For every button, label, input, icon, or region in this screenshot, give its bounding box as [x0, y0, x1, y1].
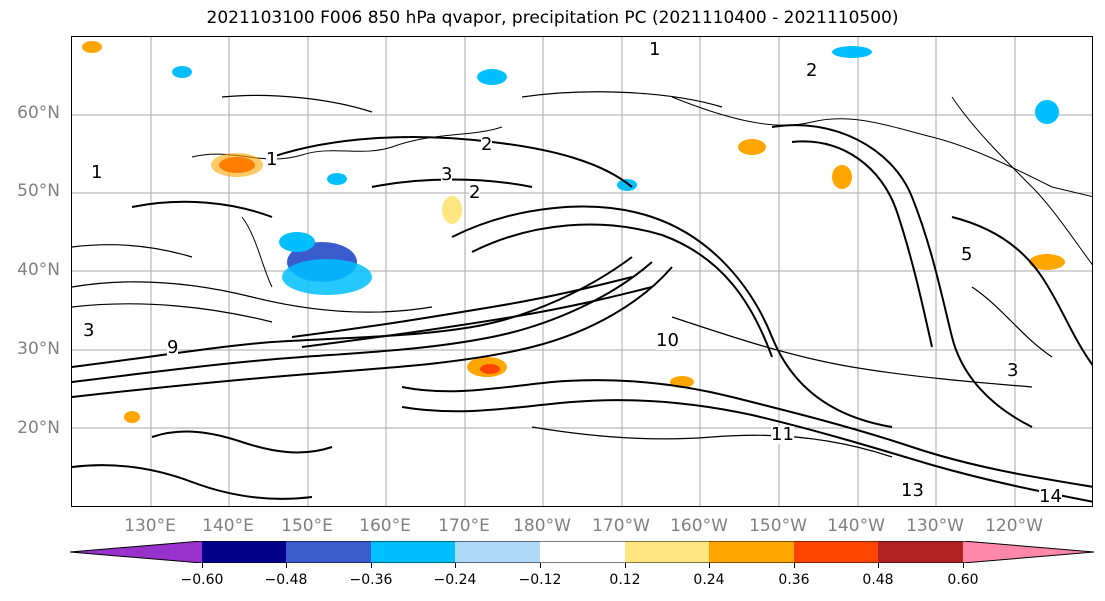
map-title: 2021103100 F006 850 hPa qvapor, precipit… [206, 8, 899, 28]
lon-label: 170°W [592, 516, 650, 536]
map-panel [71, 36, 1093, 507]
colorbar-tick-mark [286, 563, 287, 568]
colorbar-segment [709, 541, 794, 563]
lat-label: 20°N [17, 418, 60, 438]
lon-label: 130°W [906, 516, 964, 536]
lon-label: 160°W [670, 516, 728, 536]
colorbar-segment [625, 541, 709, 563]
colorbar-tick-mark [455, 563, 456, 568]
colorbar-tick-mark [540, 563, 541, 568]
colorbar-tick-label: 0.24 [693, 572, 725, 588]
lon-label: 150°W [749, 516, 807, 536]
colorbar-tick-label: −0.36 [349, 572, 393, 588]
colorbar-tick-mark [625, 563, 626, 568]
colorbar-segment [371, 541, 455, 563]
colorbar-tick-mark [878, 563, 879, 568]
lon-label: 120°W [985, 516, 1043, 536]
contours-thin [72, 91, 1053, 458]
lon-label: 180°W [513, 516, 571, 536]
map-svg [72, 37, 1092, 506]
colorbar-segment [963, 541, 1094, 563]
colorbar-tick-mark [963, 563, 964, 568]
colorbar-tick-mark [202, 563, 203, 568]
colorbar-tick-label: 0.36 [778, 572, 810, 588]
lon-label: 140°W [827, 516, 885, 536]
lat-label: 50°N [17, 181, 60, 201]
colorbar-tick-label: −0.48 [264, 572, 308, 588]
lon-label: 140°E [202, 516, 254, 536]
colorbar-segment [286, 541, 371, 563]
lat-label: 40°N [17, 260, 60, 280]
contours [72, 124, 1092, 503]
colorbar-segment [878, 541, 963, 563]
colorbar-tick-label: 0.48 [862, 572, 894, 588]
colorbar-tick-label: −0.60 [180, 572, 224, 588]
lat-label: 30°N [17, 339, 60, 359]
lon-label: 150°E [281, 516, 333, 536]
colorbar-segment [540, 541, 625, 563]
colorbar-tick-label: 0.12 [609, 572, 641, 588]
colorbar-segment [202, 541, 286, 563]
lat-label: 60°N [17, 103, 60, 123]
colorbar-segment [70, 541, 202, 563]
colorbar-tick-mark [794, 563, 795, 568]
colorbar [70, 541, 1094, 563]
coastlines [191, 96, 1092, 288]
colorbar-tick-label: −0.24 [433, 572, 477, 588]
lon-label: 170°E [438, 516, 490, 536]
colorbar-tick-mark [371, 563, 372, 568]
colorbar-segment [455, 541, 540, 563]
colorbar-tick-label: 0.60 [947, 572, 979, 588]
colorbar-tick-label: −0.12 [518, 572, 562, 588]
lon-label: 160°E [359, 516, 411, 536]
lon-label: 130°E [124, 516, 176, 536]
colorbar-tick-mark [709, 563, 710, 568]
colorbar-segment [794, 541, 878, 563]
precip-patches [82, 41, 1065, 423]
